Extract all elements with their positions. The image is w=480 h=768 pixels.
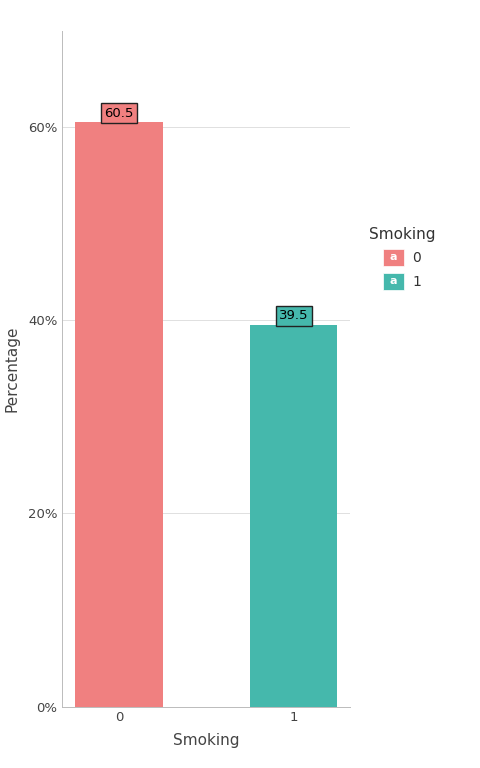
Bar	[250, 325, 337, 707]
X-axis label: Smoking: Smoking	[173, 733, 240, 748]
Legend: 0, 1: 0, 1	[369, 227, 435, 290]
Bar	[75, 122, 163, 707]
Text: 39.5: 39.5	[279, 310, 309, 323]
Text: 60.5: 60.5	[105, 107, 134, 120]
Text: a: a	[390, 276, 397, 286]
Text: a: a	[390, 253, 397, 263]
Y-axis label: Percentage: Percentage	[5, 326, 20, 412]
